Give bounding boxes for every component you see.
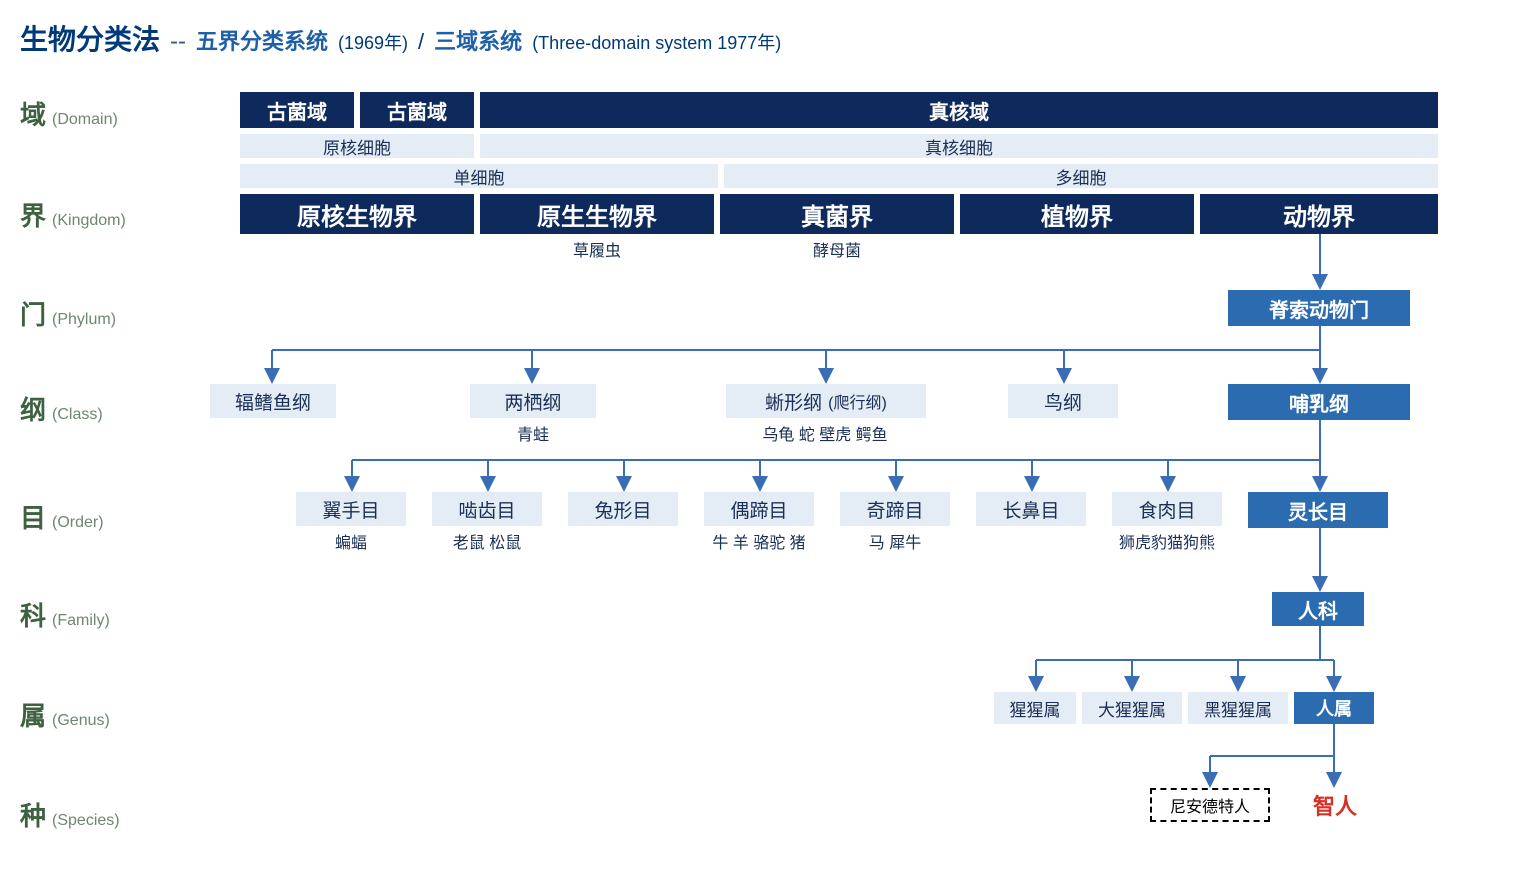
order-proboscidea: 长鼻目 xyxy=(976,492,1086,526)
order-chiroptera-example: 蝙蝠 xyxy=(296,530,406,552)
rank-species-en: (Species) xyxy=(52,812,120,830)
rank-family-label: 科 (Family) xyxy=(20,596,110,633)
rank-kingdom-label: 界 (Kingdom) xyxy=(20,196,126,233)
rank-kingdom-en: (Kingdom) xyxy=(52,212,126,230)
order-lagomorpha: 兔形目 xyxy=(568,492,678,526)
rank-family-en: (Family) xyxy=(52,612,110,630)
rank-order-en: (Order) xyxy=(52,514,104,532)
kingdom-monera: 原核生物界 xyxy=(240,194,474,234)
domain-eukaryota: 真核域 xyxy=(480,92,1438,128)
kingdom-protista-example: 草履虫 xyxy=(480,238,714,260)
kingdom-fungi: 真菌界 xyxy=(720,194,954,234)
class-amphibia-example: 青蛙 xyxy=(470,422,596,444)
rank-order-label: 目 (Order) xyxy=(20,498,104,535)
class-amphibia: 两栖纲 xyxy=(470,384,596,418)
kingdom-fungi-example: 酵母菌 xyxy=(720,238,954,260)
rank-species-cn: 种 xyxy=(20,796,46,833)
celltype-eukaryote: 真核细胞 xyxy=(480,134,1438,158)
rank-domain-cn: 域 xyxy=(20,95,46,132)
rank-family-cn: 科 xyxy=(20,596,46,633)
title-main: 生物分类法 xyxy=(20,18,160,58)
rank-class-en: (Class) xyxy=(52,406,103,424)
celltype-prokaryote: 原核细胞 xyxy=(240,134,474,158)
phylum-chordata: 脊索动物门 xyxy=(1228,290,1410,326)
class-sauropsida-text: 蜥形纲 xyxy=(765,388,822,415)
title-system2-year: (Three-domain system 1977年) xyxy=(532,29,781,55)
species-neanderthal: 尼安德特人 xyxy=(1150,788,1270,822)
cellularity-unicellular: 单细胞 xyxy=(240,164,718,188)
rank-domain-label: 域 (Domain) xyxy=(20,95,118,132)
rank-species-label: 种 (Species) xyxy=(20,796,120,833)
order-artiodactyla-example: 牛 羊 骆驼 猪 xyxy=(684,530,834,552)
title-system1-year: (1969年) xyxy=(338,29,408,55)
order-perissodactyla-example: 马 犀牛 xyxy=(840,530,950,552)
class-mammalia: 哺乳纲 xyxy=(1228,384,1410,420)
kingdom-protista: 原生生物界 xyxy=(480,194,714,234)
domain-archaea2: 古菌域 xyxy=(360,92,474,128)
class-sauropsida-example: 乌龟 蛇 壁虎 鳄鱼 xyxy=(700,422,950,444)
family-hominidae: 人科 xyxy=(1272,592,1364,626)
title-system2: 三域系统 xyxy=(434,24,522,56)
kingdom-animalia: 动物界 xyxy=(1200,194,1438,234)
order-carnivora: 食肉目 xyxy=(1112,492,1222,526)
order-perissodactyla: 奇蹄目 xyxy=(840,492,950,526)
kingdom-plantae: 植物界 xyxy=(960,194,1194,234)
order-rodentia-example: 老鼠 松鼠 xyxy=(432,530,542,552)
class-sauropsida-paren: (爬行纲) xyxy=(828,389,887,413)
page-title: 生物分类法 -- 五界分类系统 (1969年) / 三域系统 (Three-do… xyxy=(20,18,781,58)
class-actinopterygii: 辐鳍鱼纲 xyxy=(210,384,336,418)
genus-gorilla: 大猩猩属 xyxy=(1082,692,1182,724)
class-sauropsida: 蜥形纲 (爬行纲) xyxy=(726,384,926,418)
rank-genus-cn: 属 xyxy=(20,696,46,733)
rank-class-label: 纲 (Class) xyxy=(20,390,103,427)
rank-order-cn: 目 xyxy=(20,498,46,535)
rank-phylum-cn: 门 xyxy=(20,295,46,332)
order-rodentia: 啮齿目 xyxy=(432,492,542,526)
genus-pan: 黑猩猩属 xyxy=(1188,692,1288,724)
order-artiodactyla: 偶蹄目 xyxy=(704,492,814,526)
rank-kingdom-cn: 界 xyxy=(20,196,46,233)
rank-genus-label: 属 (Genus) xyxy=(20,696,110,733)
domain-archaea1: 古菌域 xyxy=(240,92,354,128)
title-system1: 五界分类系统 xyxy=(196,24,328,56)
species-homo-sapiens: 智人 xyxy=(1296,788,1374,822)
rank-domain-en: (Domain) xyxy=(52,111,118,129)
rank-class-cn: 纲 xyxy=(20,390,46,427)
rank-genus-en: (Genus) xyxy=(52,712,110,730)
rank-phylum-en: (Phylum) xyxy=(52,311,116,329)
genus-pongo: 猩猩属 xyxy=(994,692,1076,724)
order-chiroptera: 翼手目 xyxy=(296,492,406,526)
genus-homo: 人属 xyxy=(1294,692,1374,724)
title-dash: -- xyxy=(170,28,186,56)
order-carnivora-example: 狮虎豹猫狗熊 xyxy=(1092,530,1242,552)
order-primates: 灵长目 xyxy=(1248,492,1388,528)
class-aves: 鸟纲 xyxy=(1008,384,1118,418)
cellularity-multicellular: 多细胞 xyxy=(724,164,1438,188)
title-slash: / xyxy=(418,29,424,55)
rank-phylum-label: 门 (Phylum) xyxy=(20,295,116,332)
